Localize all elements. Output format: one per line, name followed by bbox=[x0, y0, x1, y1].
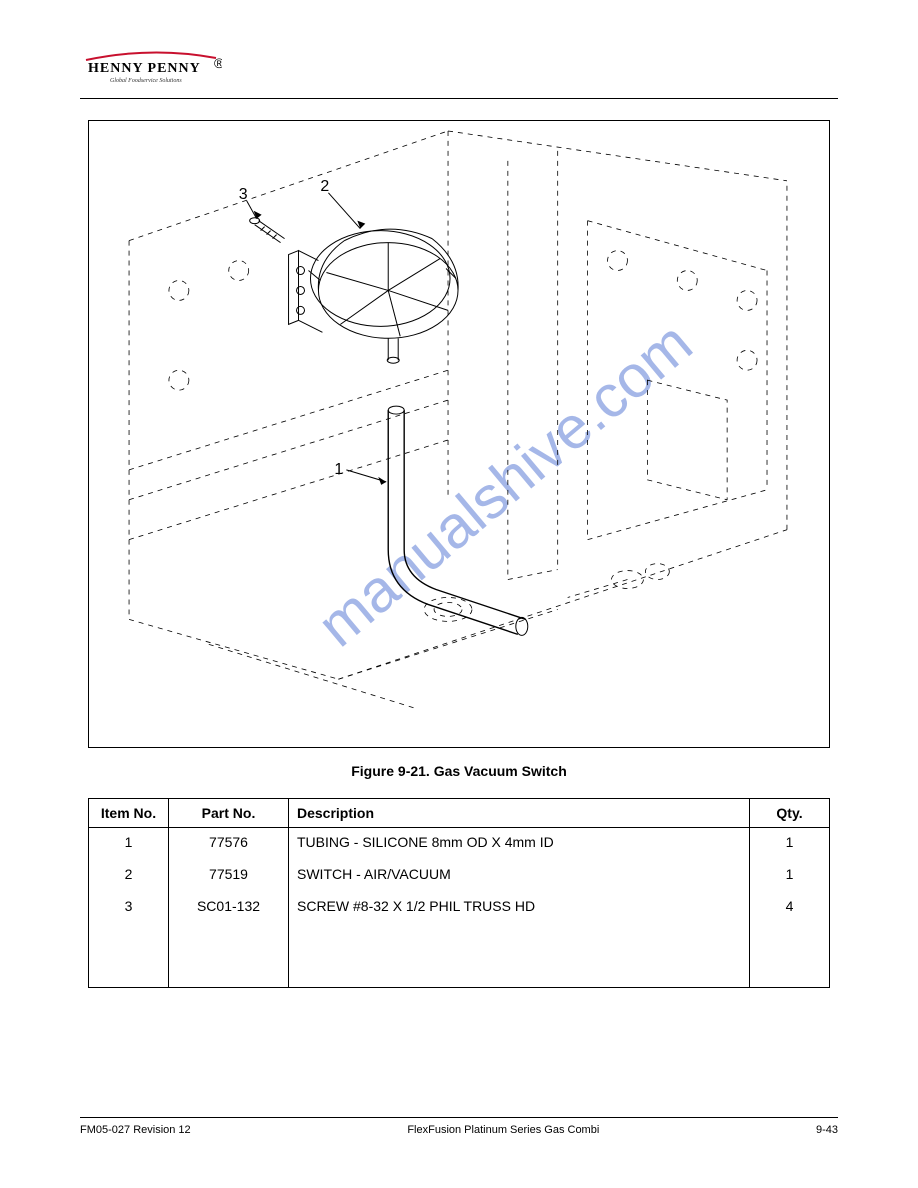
cell-item: 1 2 3 bbox=[89, 828, 169, 988]
brand-logo: HENNY PENNY ® Global Foodservice Solutio… bbox=[82, 50, 222, 86]
footer-center: FlexFusion Platinum Series Gas Combi bbox=[407, 1124, 599, 1136]
callout-2: 2 bbox=[320, 178, 329, 195]
figure-diagram: .ln { stroke:#000; stroke-width:1; fill:… bbox=[88, 120, 830, 748]
th-item: Item No. bbox=[89, 799, 169, 828]
cell-desc: TUBING - SILICONE 8mm OD X 4mm ID SWITCH… bbox=[289, 828, 750, 988]
logo-text-line1: HENNY PENNY bbox=[88, 61, 201, 76]
callout-3: 3 bbox=[239, 186, 248, 203]
callouts: 3 2 1 bbox=[239, 178, 387, 485]
th-desc: Description bbox=[289, 799, 750, 828]
cell-qty: 1 1 4 bbox=[750, 828, 830, 988]
th-qty: Qty. bbox=[750, 799, 830, 828]
footer-right: 9-43 bbox=[816, 1124, 838, 1136]
table-header-row: Item No. Part No. Description Qty. bbox=[89, 799, 830, 828]
th-part: Part No. bbox=[169, 799, 289, 828]
part-screw bbox=[250, 218, 285, 243]
page-footer: FM05-027 Revision 12 FlexFusion Platinum… bbox=[80, 1117, 838, 1136]
header-rule bbox=[80, 98, 838, 99]
footer-left: FM05-027 Revision 12 bbox=[80, 1124, 191, 1136]
logo-text-line2: Global Foodservice Solutions bbox=[110, 78, 182, 84]
figure-caption: Figure 9-21. Gas Vacuum Switch bbox=[88, 763, 830, 779]
watermark-text: manualshive.com bbox=[305, 309, 705, 659]
parts-table: Item No. Part No. Description Qty. 1 2 3… bbox=[88, 798, 830, 988]
cell-part: 77576 77519 SC01-132 bbox=[169, 828, 289, 988]
svg-text:®: ® bbox=[214, 55, 222, 71]
callout-1: 1 bbox=[334, 461, 343, 478]
table-row: 1 2 3 77576 77519 SC01-132 TUBING - SILI… bbox=[89, 828, 830, 988]
part-switch bbox=[289, 229, 459, 363]
frame-outline bbox=[129, 131, 787, 709]
